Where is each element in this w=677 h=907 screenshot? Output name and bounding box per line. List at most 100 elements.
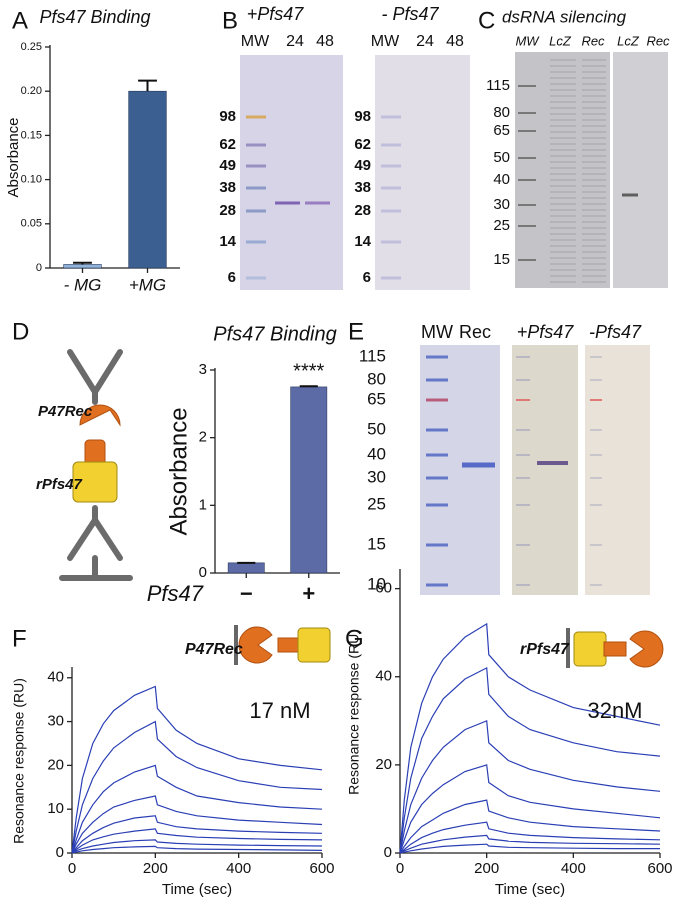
x-axis-label: Time (sec) <box>495 881 565 898</box>
marker-label: 65 <box>493 122 510 139</box>
x-tick-label: − <box>240 581 253 606</box>
marker-label: 6 <box>228 269 236 286</box>
x-tick-label: + <box>302 581 315 606</box>
x-tick-label: 200 <box>474 860 499 877</box>
lane-label: +Pfs47 <box>517 322 575 342</box>
y-tick-label: 0 <box>199 564 207 581</box>
panel-label: C <box>478 7 495 34</box>
marker-label: 65 <box>367 389 386 408</box>
sensorgram-line <box>399 622 661 854</box>
y-tick-label: 0.25 <box>21 41 42 53</box>
marker-label: 115 <box>359 346 386 365</box>
gel-image <box>613 52 668 288</box>
diagram-d <box>59 349 133 581</box>
lane-label: MW <box>241 33 270 50</box>
p47rec-shape <box>79 404 121 427</box>
y-tick-label: 60 <box>375 580 392 597</box>
lane-label: MW <box>515 33 540 48</box>
marker-label: 6 <box>363 269 371 286</box>
lane-label: MW <box>371 33 400 50</box>
sensorgram-line <box>399 666 661 854</box>
marker-label: 40 <box>493 171 510 188</box>
bar <box>227 562 265 574</box>
marker-label: 15 <box>493 251 510 268</box>
panel-label: A <box>12 7 28 34</box>
sensorgram-line <box>71 828 323 854</box>
lane-label: LcZ <box>549 33 572 48</box>
gel-title: +Pfs47 <box>247 4 305 24</box>
inset-square <box>573 631 607 667</box>
sensorgram-line <box>71 795 323 854</box>
x-tick-label: 200 <box>143 860 168 877</box>
x-axis-label: Pfs47 <box>147 581 204 606</box>
gel-image <box>515 52 610 288</box>
lane-label: 24 <box>286 33 304 50</box>
lane-label: -Pfs47 <box>589 322 642 342</box>
y-tick-label: 20 <box>375 756 392 773</box>
marker-label: 14 <box>219 233 236 250</box>
panel-label: F <box>12 625 27 652</box>
y-tick-label: 3 <box>199 361 207 378</box>
lane-label: MW <box>421 322 453 342</box>
marker-label: 28 <box>219 202 236 219</box>
error-bar <box>73 261 92 265</box>
x-axis-label: Time (sec) <box>162 881 232 898</box>
sensorgram-line <box>399 719 661 854</box>
lane-label: LcZ <box>617 33 640 48</box>
y-axis-label: Absorbance <box>5 117 22 197</box>
marker-label: 14 <box>354 233 371 250</box>
sensorgram-line <box>71 845 323 854</box>
panel-label: G <box>345 625 364 652</box>
marker-label: 38 <box>219 179 236 196</box>
antibody-top <box>67 349 123 405</box>
x-tick-label: +MG <box>129 275 166 294</box>
panel-label: E <box>348 318 364 345</box>
bar <box>63 264 102 269</box>
y-tick-label: 0.05 <box>21 218 42 230</box>
sensorgram-line <box>71 815 323 854</box>
y-tick-label: 0 <box>384 844 392 861</box>
kd-label: 17 nM <box>249 698 310 723</box>
marker-label: 62 <box>354 136 371 153</box>
y-tick-label: 0 <box>56 844 64 861</box>
sensorgram-line <box>399 764 661 854</box>
inset-pacman <box>238 626 273 664</box>
y-axis-label: Resonance response (RU) <box>346 629 362 795</box>
chart-title: Pfs47 Binding <box>213 323 336 345</box>
antibody-bottom <box>59 505 133 581</box>
marker-label: 98 <box>219 108 236 125</box>
gel-title: dsRNA silencing <box>502 7 627 26</box>
marker-label: 80 <box>367 369 386 388</box>
marker-label: 50 <box>493 149 510 166</box>
marker-label: 10 <box>367 574 386 593</box>
panel-label: B <box>222 7 238 34</box>
inset-stub <box>603 641 627 657</box>
inset-stub <box>277 637 301 653</box>
lane-label: 48 <box>316 33 334 50</box>
stub-shape <box>84 439 106 466</box>
gel-image <box>512 345 578 595</box>
marker-label: 25 <box>367 494 386 513</box>
rpfs47-shape <box>72 461 118 503</box>
error-bar <box>138 79 157 92</box>
marker-label: 28 <box>354 202 371 219</box>
gel-title: - Pfs47 <box>381 4 439 24</box>
marker-label: 25 <box>493 217 510 234</box>
marker-label: 40 <box>367 444 386 463</box>
x-tick-label: 600 <box>647 860 672 877</box>
marker-label: 49 <box>219 157 236 174</box>
x-tick-label: 0 <box>68 860 76 877</box>
marker-label: 115 <box>486 77 510 94</box>
y-tick-label: 0.10 <box>21 174 42 186</box>
bar <box>290 386 328 574</box>
lane-label: Rec <box>459 322 491 342</box>
marker-label: 80 <box>493 104 510 121</box>
y-tick-label: 2 <box>199 429 207 446</box>
marker-label: 49 <box>354 157 371 174</box>
sensorgram-line <box>399 834 661 854</box>
diagram-label: rPfs47 <box>36 476 83 493</box>
x-tick-label: 400 <box>226 860 251 877</box>
y-tick-label: 0.20 <box>21 85 42 97</box>
y-tick-label: 40 <box>47 669 64 686</box>
